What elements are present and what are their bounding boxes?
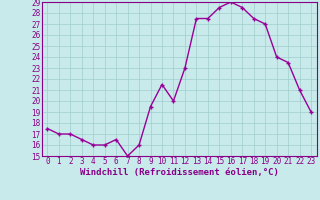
- X-axis label: Windchill (Refroidissement éolien,°C): Windchill (Refroidissement éolien,°C): [80, 168, 279, 177]
